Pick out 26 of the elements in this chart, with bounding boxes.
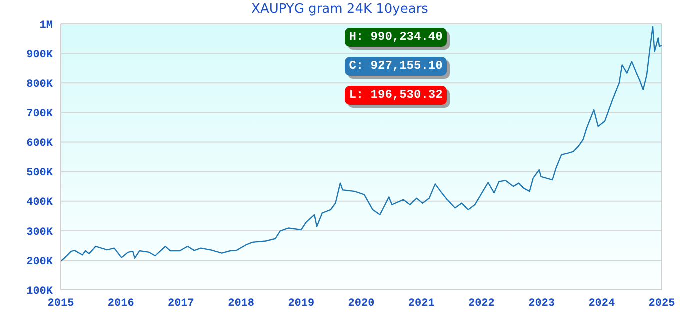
x-tick-label: 2022 bbox=[468, 298, 495, 310]
x-tick-label: 2024 bbox=[588, 298, 616, 310]
y-tick-label: 300K bbox=[26, 226, 54, 239]
line-series bbox=[61, 26, 662, 262]
x-tick-label: 2017 bbox=[168, 298, 194, 310]
annotation: L: 196,530.32 bbox=[345, 86, 447, 105]
x-tick-label: 2018 bbox=[228, 298, 255, 310]
annotation: C: 927,155.10 bbox=[345, 57, 447, 76]
y-tick-label: 100K bbox=[26, 286, 54, 298]
y-tick-label: 900K bbox=[26, 49, 54, 62]
y-tick-label: 700K bbox=[26, 108, 54, 121]
y-tick-label: 200K bbox=[26, 256, 54, 268]
annotation: H: 990,234.40 bbox=[345, 28, 447, 47]
x-tick-label: 2023 bbox=[528, 298, 556, 310]
x-tick-label: 2020 bbox=[348, 298, 375, 310]
y-tick-label: 1M bbox=[40, 20, 54, 32]
y-tick-label: 400K bbox=[26, 197, 54, 210]
y-tick-label: 600K bbox=[26, 138, 54, 150]
y-tick-label: 800K bbox=[26, 79, 54, 92]
x-tick-label: 2016 bbox=[108, 298, 134, 310]
x-tick-label: 2021 bbox=[408, 298, 436, 310]
x-tick-label: 2019 bbox=[288, 298, 315, 310]
y-tick-label: 500K bbox=[26, 168, 54, 180]
x-tick-label: 2025 bbox=[648, 298, 676, 310]
x-tick-label: 2015 bbox=[48, 298, 75, 310]
chart-title: XAUPYG gram 24K 10years bbox=[250, 2, 430, 17]
